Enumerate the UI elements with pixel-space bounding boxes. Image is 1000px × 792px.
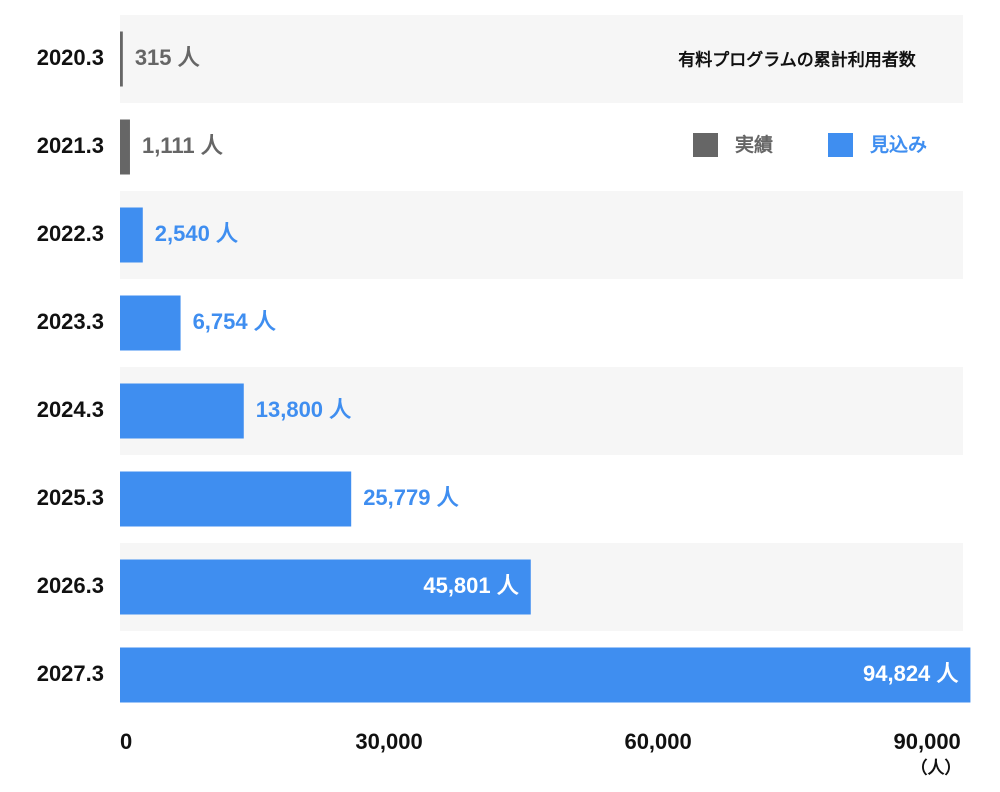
value-label: 45,801 人	[423, 573, 518, 598]
legend-swatch	[693, 133, 718, 157]
x-tick-label: 90,000	[894, 729, 961, 754]
bar	[120, 119, 130, 175]
x-tick-label: 60,000	[624, 729, 691, 754]
y-tick-label: 2026.3	[37, 573, 104, 598]
y-tick-label: 2022.3	[37, 221, 104, 246]
row-band	[120, 367, 963, 455]
row-band	[120, 15, 963, 103]
value-label: 6,754 人	[193, 309, 276, 334]
bar	[120, 647, 971, 703]
bar	[120, 295, 181, 351]
y-tick-label: 2021.3	[37, 133, 104, 158]
x-tick-label: 0	[120, 729, 132, 754]
bar	[120, 383, 244, 439]
y-tick-label: 2023.3	[37, 309, 104, 334]
y-tick-label: 2025.3	[37, 485, 104, 510]
y-tick-label: 2024.3	[37, 397, 104, 422]
value-label: 25,779 人	[363, 485, 458, 510]
chart-title: 有料プログラムの累計利用者数	[678, 49, 916, 69]
value-label: 94,824 人	[863, 661, 958, 686]
bar	[120, 207, 143, 263]
y-tick-label: 2020.3	[37, 45, 104, 70]
row-band	[120, 191, 963, 279]
legend-label: 実績	[735, 133, 773, 156]
axis-unit: （人）	[911, 757, 962, 777]
x-tick-label: 30,000	[355, 729, 422, 754]
legend-label: 見込み	[870, 134, 927, 156]
value-label: 315 人	[135, 45, 200, 70]
value-label: 1,111 人	[142, 133, 223, 158]
bar	[120, 471, 352, 527]
y-tick-label: 2027.3	[37, 661, 104, 686]
value-label: 13,800 人	[256, 397, 351, 422]
bar	[120, 559, 531, 615]
value-label: 2,540 人	[155, 221, 238, 246]
legend-swatch	[828, 133, 853, 157]
bar	[120, 31, 123, 87]
